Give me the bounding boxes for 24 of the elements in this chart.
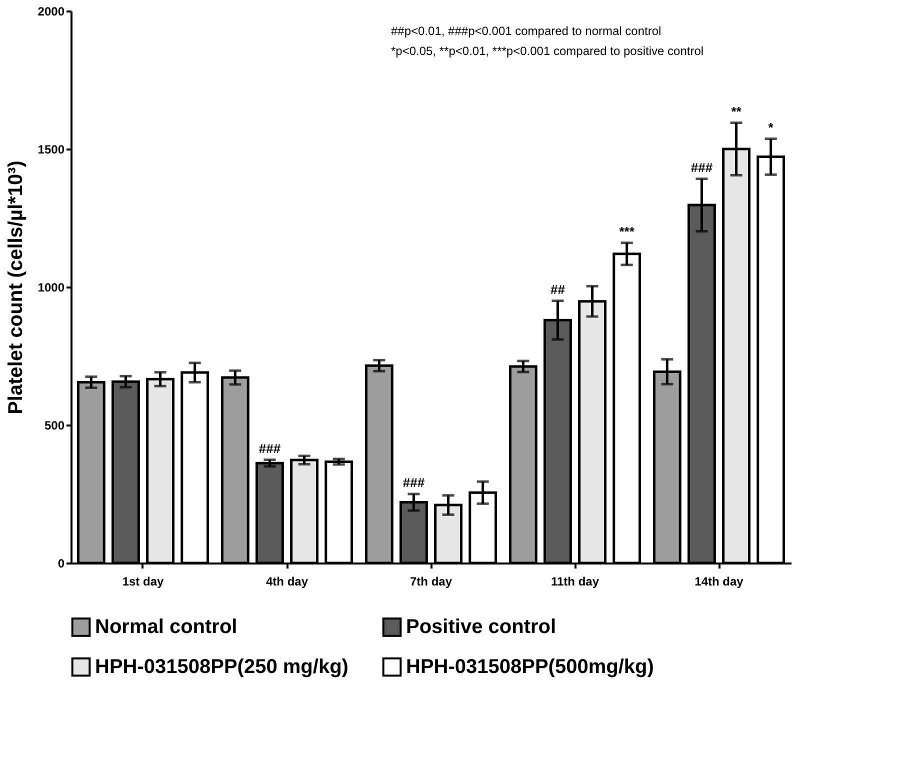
data-label: ###	[402, 475, 426, 490]
y-tick-label: 1500	[38, 142, 65, 156]
data-label: ###	[258, 440, 282, 456]
annotation: *p<0.05, **p<0.01, ***p<0.001 compared to positive control	[391, 44, 704, 58]
data-label: ###	[690, 160, 714, 175]
data-label: ##	[550, 282, 566, 297]
x-tick-label: 11th day	[550, 574, 600, 588]
x-tick-label: 7th day	[410, 574, 452, 588]
data-label: *	[768, 120, 774, 135]
y-tick-label: 2000	[38, 4, 65, 18]
annotation: ##p<0.01, ###p<0.001 compared to normal control	[391, 24, 662, 38]
legend-label: HPH-031508PP(500mg/kg)	[406, 656, 654, 678]
legend-label: Normal control	[95, 616, 238, 638]
legend-label: HPH-031508PP(250 mg/kg)	[95, 656, 348, 678]
y-tick-label: 0	[58, 556, 65, 570]
x-tick-label: 1st day	[122, 574, 164, 588]
y-tick-label: 1000	[38, 280, 65, 294]
x-tick-label: 14th day	[694, 574, 744, 588]
y-tick-label: 500	[44, 418, 65, 432]
y-axis-title: Platelet count (cells/µl*10³)	[4, 160, 27, 414]
x-tick-label: 4th day	[266, 574, 308, 588]
data-label: **	[731, 104, 742, 119]
data-label: ***	[619, 224, 636, 239]
legend-label: Positive control	[406, 616, 556, 638]
